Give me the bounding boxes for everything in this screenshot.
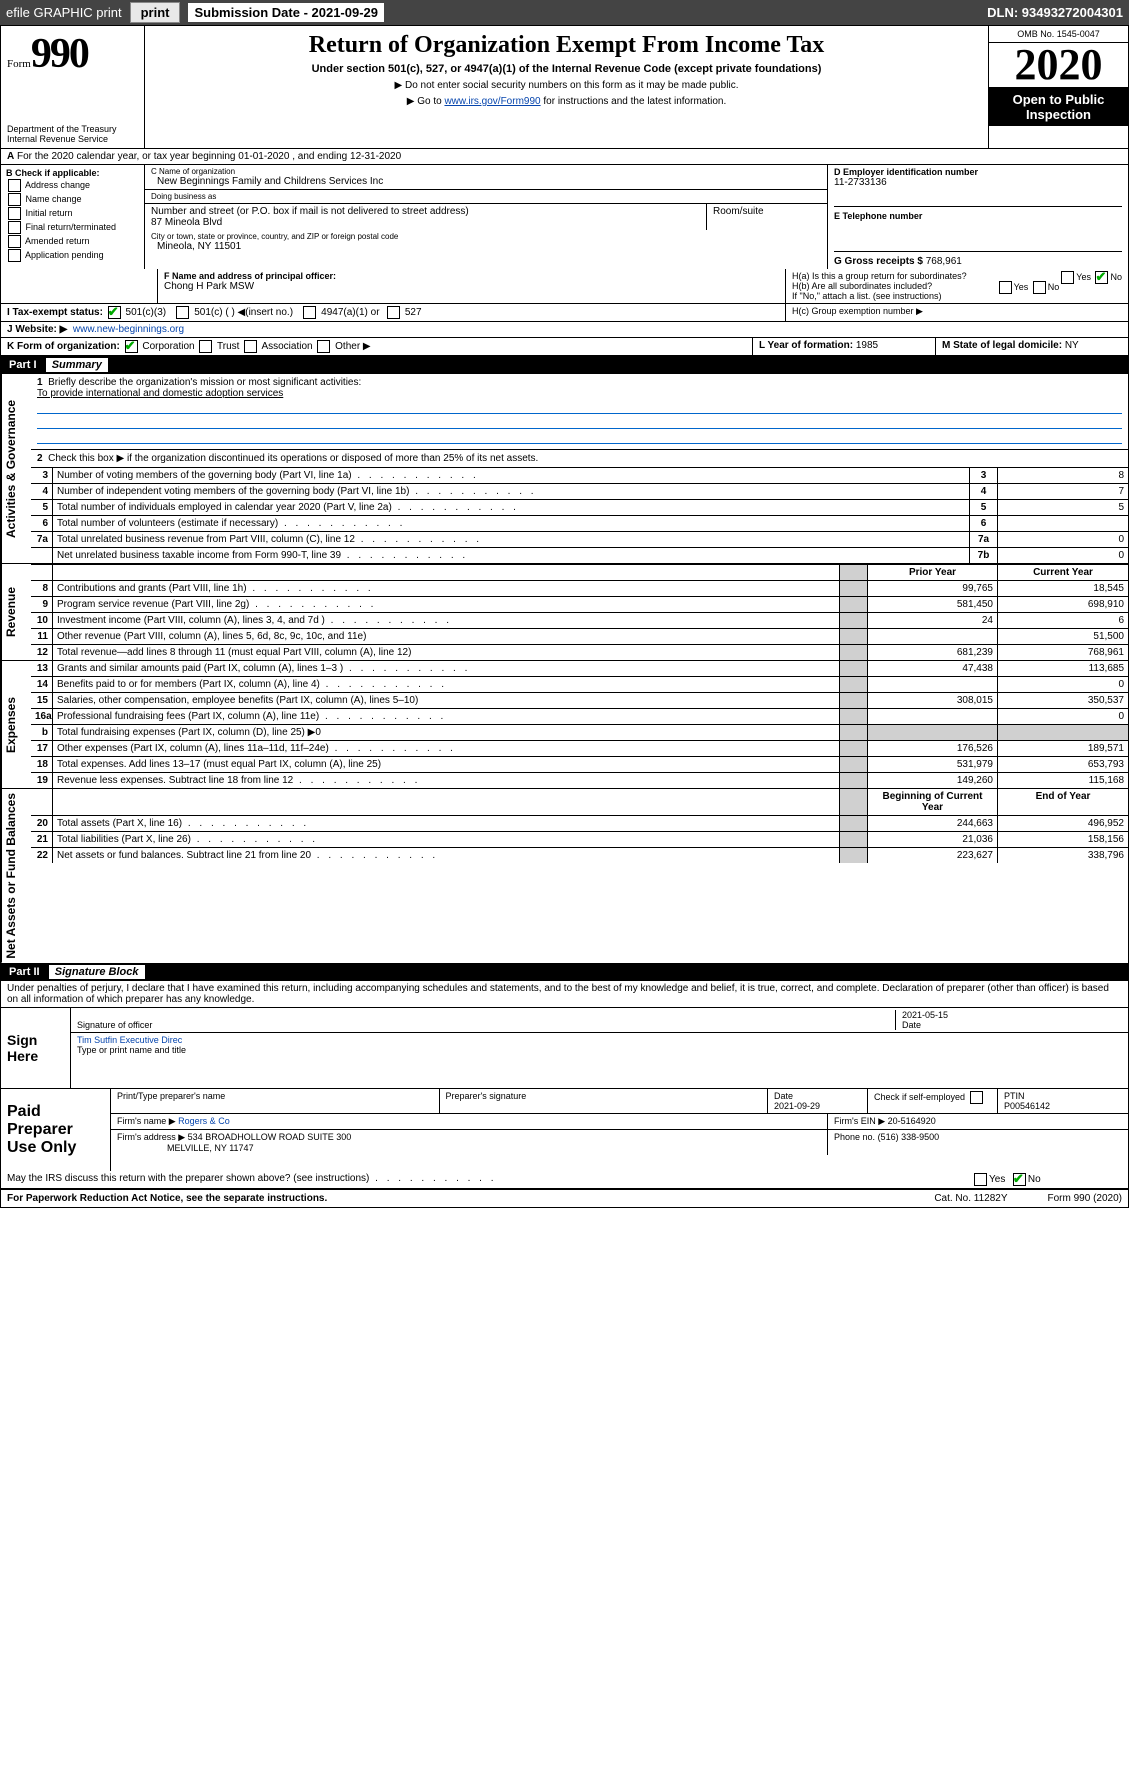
cb-501c3[interactable] xyxy=(108,306,121,319)
cb-corp[interactable] xyxy=(125,340,138,353)
ptin: P00546142 xyxy=(1004,1101,1050,1111)
cb-self-employed[interactable] xyxy=(970,1091,983,1104)
vlabel-netassets: Net Assets or Fund Balances xyxy=(1,789,31,963)
firm-address2: MELVILLE, NY 11747 xyxy=(167,1143,254,1153)
cb-initial-return[interactable] xyxy=(8,207,21,220)
form-number: 990 xyxy=(31,31,88,77)
cb-ha-yes[interactable] xyxy=(1061,271,1074,284)
group-exemption: H(c) Group exemption number ▶ xyxy=(786,304,1128,321)
form-label: Form xyxy=(7,58,31,70)
efile-label: efile GRAPHIC print xyxy=(6,5,122,20)
website-link[interactable]: www.new-beginnings.org xyxy=(73,324,184,335)
form-header: Form990 Department of the Treasury Inter… xyxy=(1,26,1128,149)
cb-501c[interactable] xyxy=(176,306,189,319)
street-address: 87 Mineola Blvd xyxy=(151,217,700,228)
firm-phone: (516) 338-9500 xyxy=(878,1132,940,1142)
cb-address-change[interactable] xyxy=(8,179,21,192)
cb-discuss-yes[interactable] xyxy=(974,1173,987,1186)
cb-name-change[interactable] xyxy=(8,193,21,206)
cb-ha-no[interactable] xyxy=(1095,271,1108,284)
firm-name[interactable]: Rogers & Co xyxy=(178,1116,230,1126)
gross-receipts: 768,961 xyxy=(926,256,962,267)
submission-date: Submission Date - 2021-09-29 xyxy=(188,3,384,22)
state-domicile: NY xyxy=(1065,340,1079,351)
paperwork-notice: For Paperwork Reduction Act Notice, see … xyxy=(7,1193,327,1204)
org-name: New Beginnings Family and Childrens Serv… xyxy=(157,176,821,187)
section-c: C Name of organizationNew Beginnings Fam… xyxy=(145,165,828,269)
cb-assoc[interactable] xyxy=(244,340,257,353)
row-a: A For the 2020 calendar year, or tax yea… xyxy=(1,149,1128,165)
cb-trust[interactable] xyxy=(199,340,212,353)
cb-4947[interactable] xyxy=(303,306,316,319)
cb-app-pending[interactable] xyxy=(8,249,21,262)
sign-here-label: Sign Here xyxy=(1,1008,71,1088)
ein: 11-2733136 xyxy=(834,177,1122,188)
section-b: B Check if applicable: Address change Na… xyxy=(1,165,145,269)
preparer-date: 2021-09-29 xyxy=(774,1101,820,1111)
cb-other[interactable] xyxy=(317,340,330,353)
perjury-statement: Under penalties of perjury, I declare th… xyxy=(1,981,1128,1008)
cb-hb-no[interactable] xyxy=(1033,281,1046,294)
dept-label: Department of the Treasury Internal Reve… xyxy=(7,124,138,144)
line3-val: 8 xyxy=(998,468,1128,483)
cat-no: Cat. No. 11282Y xyxy=(934,1193,1007,1204)
firm-ein: 20-5164920 xyxy=(888,1116,936,1126)
part-i-bar: Part I Summary xyxy=(1,356,1128,374)
city-state-zip: Mineola, NY 11501 xyxy=(157,241,821,252)
cb-hb-yes[interactable] xyxy=(999,281,1012,294)
paid-preparer-label: Paid Preparer Use Only xyxy=(1,1089,111,1171)
form-title: Return of Organization Exempt From Incom… xyxy=(149,32,984,59)
topbar: efile GRAPHIC print print Submission Dat… xyxy=(0,0,1129,25)
year-formation: 1985 xyxy=(856,340,878,351)
officer-name[interactable]: Tim Sutfin Executive Direc xyxy=(77,1035,182,1045)
principal-officer: Chong H Park MSW xyxy=(164,281,779,292)
section-d-e-g: D Employer identification number11-27331… xyxy=(828,165,1128,269)
cb-final-return[interactable] xyxy=(8,221,21,234)
dln: DLN: 93493272004301 xyxy=(987,5,1123,20)
discuss-question: May the IRS discuss this return with the… xyxy=(1,1171,966,1188)
vlabel-activities: Activities & Governance xyxy=(1,374,31,563)
note-ssn: ▶ Do not enter social security numbers o… xyxy=(149,80,984,91)
tax-year: 2020 xyxy=(989,43,1128,88)
part-ii-bar: Part II Signature Block xyxy=(1,963,1128,981)
form-id-footer: Form 990 (2020) xyxy=(1048,1193,1122,1204)
vlabel-revenue: Revenue xyxy=(1,564,31,660)
print-button[interactable]: print xyxy=(130,2,181,23)
sign-date: 2021-05-15 xyxy=(902,1010,948,1020)
firm-address1: 534 BROADHOLLOW ROAD SUITE 300 xyxy=(188,1132,352,1142)
mission-text: To provide international and domestic ad… xyxy=(37,388,283,399)
cb-discuss-no[interactable] xyxy=(1013,1173,1026,1186)
cb-amended-return[interactable] xyxy=(8,235,21,248)
irs-link[interactable]: www.irs.gov/Form990 xyxy=(444,96,540,107)
cb-527[interactable] xyxy=(387,306,400,319)
vlabel-expenses: Expenses xyxy=(1,661,31,788)
form-subtitle: Under section 501(c), 527, or 4947(a)(1)… xyxy=(149,63,984,75)
